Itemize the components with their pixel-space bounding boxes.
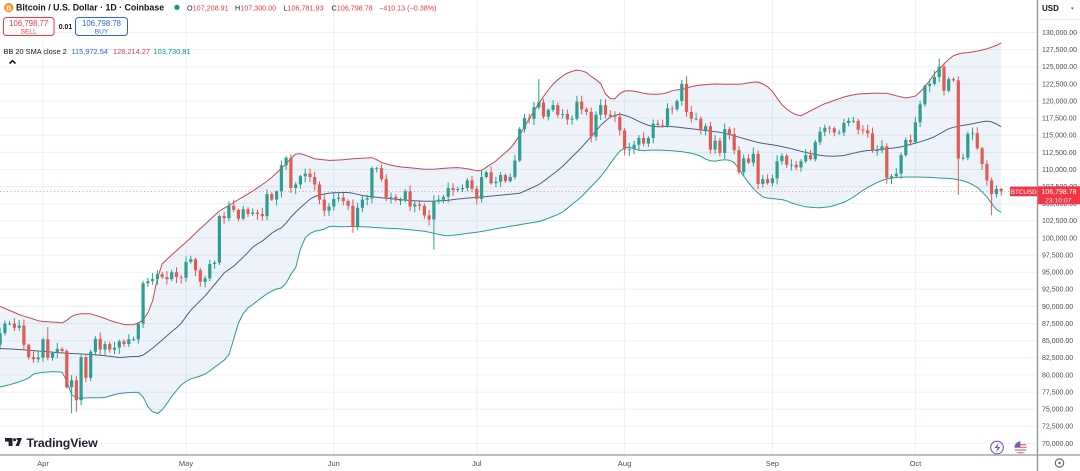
svg-text:112,500.00: 112,500.00 [1042,150,1077,157]
svg-text:0.01: 0.01 [59,24,73,31]
svg-text:C106,798.78: C106,798.78 [332,3,373,12]
svg-text:Oct: Oct [910,459,923,468]
svg-text:115,972.54: 115,972.54 [72,47,108,56]
svg-text:110,000.00: 110,000.00 [1042,167,1077,174]
svg-text:128,214.27: 128,214.27 [113,47,150,56]
svg-text:115,000.00: 115,000.00 [1042,133,1077,140]
svg-text:87,500.00: 87,500.00 [1042,321,1073,328]
svg-text:TradingView: TradingView [27,436,99,450]
svg-text:BTCUSD: BTCUSD [1011,189,1037,196]
svg-text:May: May [179,459,193,468]
svg-text:95,000.00: 95,000.00 [1042,270,1073,277]
svg-text:Sep: Sep [766,459,779,468]
svg-text:BUY: BUY [95,29,109,36]
svg-text:O107,208.91: O107,208.91 [187,3,229,12]
svg-text:SELL: SELL [21,29,37,36]
svg-text:77,500.00: 77,500.00 [1042,390,1073,397]
svg-text:Aug: Aug [618,459,631,468]
svg-text:122,500.00: 122,500.00 [1042,81,1077,88]
svg-text:USD: USD [1042,4,1059,13]
svg-text:117,500.00: 117,500.00 [1042,116,1077,123]
svg-text:120,000.00: 120,000.00 [1042,98,1077,105]
svg-text:72,500.00: 72,500.00 [1042,424,1073,431]
svg-text:106,798.78: 106,798.78 [82,19,121,28]
svg-text:102,500.00: 102,500.00 [1042,218,1077,225]
svg-text:80,000.00: 80,000.00 [1042,372,1073,379]
svg-text:103,730.81: 103,730.81 [154,47,191,56]
svg-text:100,000.00: 100,000.00 [1042,235,1077,242]
svg-text:106,798.77: 106,798.77 [9,19,48,28]
svg-text:23:10:07: 23:10:07 [1045,197,1072,204]
svg-text:BB 20 SMA close 2: BB 20 SMA close 2 [4,47,67,56]
svg-text:125,000.00: 125,000.00 [1042,64,1077,71]
svg-text:Jun: Jun [328,459,340,468]
svg-text:Apr: Apr [37,459,49,468]
svg-text:130,000.00: 130,000.00 [1042,30,1077,37]
svg-text:92,500.00: 92,500.00 [1042,287,1073,294]
svg-text:75,000.00: 75,000.00 [1042,407,1073,414]
svg-text:97,500.00: 97,500.00 [1042,253,1073,260]
svg-text:L106,781.93: L106,781.93 [284,3,324,12]
svg-text:70,000.00: 70,000.00 [1042,441,1073,448]
svg-text:−410.13 (−0.38%): −410.13 (−0.38%) [379,3,437,12]
svg-text:90,000.00: 90,000.00 [1042,304,1073,311]
svg-text:105,000.00: 105,000.00 [1042,201,1077,208]
svg-text:82,500.00: 82,500.00 [1042,355,1073,362]
svg-text:127,500.00: 127,500.00 [1042,47,1077,54]
svg-text:B: B [6,3,12,12]
svg-text:Bitcoin / U.S. Dollar · 1D · C: Bitcoin / U.S. Dollar · 1D · Coinbase [16,3,164,13]
svg-text:85,000.00: 85,000.00 [1042,338,1073,345]
svg-text:Jul: Jul [472,459,482,468]
svg-text:H107,300.00: H107,300.00 [235,3,276,12]
svg-text:106,798.78: 106,798.78 [1042,189,1077,196]
